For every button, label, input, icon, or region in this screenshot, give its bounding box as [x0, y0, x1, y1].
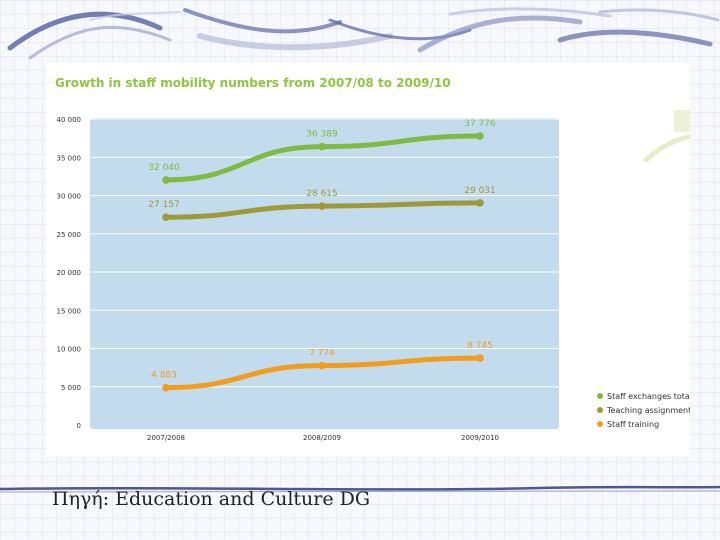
data-label: 27 157: [148, 200, 180, 210]
y-tick-label: 40 000: [57, 116, 82, 124]
data-point: [318, 142, 326, 151]
data-label: 28 615: [306, 189, 338, 199]
data-point: [162, 213, 170, 222]
data-label: 8 745: [467, 341, 493, 351]
data-label: 37 776: [464, 119, 496, 129]
data-labels: 32 040 36 389 37 776 27 157 28 615 29 031 4 88…: [148, 119, 496, 381]
data-point: [162, 176, 170, 184]
legend-label: Staff exchanges total: [607, 392, 690, 401]
x-tick-label: 2008/2009: [303, 434, 341, 442]
legend-label: Teaching assignments: [606, 406, 690, 415]
data-label: 7 774: [309, 349, 335, 359]
legend-marker: [597, 393, 603, 399]
decorative-top-border: [7, 7, 720, 60]
y-tick-label: 5 000: [61, 384, 81, 392]
chart-title: Growth in staff mobility numbers from 20…: [55, 76, 451, 90]
data-point: [476, 132, 484, 140]
data-label: 4 883: [151, 371, 177, 381]
data-point: [476, 199, 484, 207]
x-axis: 2007/2008 2008/2009 2009/2010: [147, 434, 499, 442]
legend-marker: [597, 421, 603, 427]
y-tick-label: 35 000: [57, 154, 82, 162]
data-label: 36 389: [306, 130, 338, 140]
x-tick-label: 2009/2010: [461, 434, 499, 442]
data-point: [476, 354, 484, 362]
y-tick-label: 20 000: [57, 269, 82, 277]
y-tick-label: 30 000: [57, 193, 82, 201]
legend: Staff exchanges total Teaching assignment…: [597, 392, 690, 429]
data-label: 29 031: [464, 186, 496, 196]
data-point: [162, 383, 170, 392]
y-axis: 0 5 000 10 000 15 000 20 000 25 000 30 000 35 0…: [57, 116, 82, 430]
data-label: 32 040: [148, 163, 180, 173]
series-group: [162, 132, 484, 392]
y-tick-label: 0: [77, 422, 81, 430]
y-tick-label: 15 000: [57, 307, 82, 315]
source-caption: Πηγή: Education and Culture DG: [52, 488, 371, 510]
data-point: [318, 202, 326, 210]
data-point: [318, 361, 326, 370]
gridlines: [90, 118, 559, 388]
line-chart: Growth in staff mobility numbers from 20…: [55, 76, 690, 442]
x-tick-label: 2007/2008: [147, 434, 185, 442]
legend-marker: [597, 407, 603, 413]
y-tick-label: 25 000: [57, 231, 82, 239]
decorative-bottom-rule: [0, 485, 720, 493]
y-tick-label: 10 000: [57, 346, 82, 354]
decorative-swoosh: [643, 110, 690, 163]
legend-label: Staff training: [607, 420, 659, 429]
